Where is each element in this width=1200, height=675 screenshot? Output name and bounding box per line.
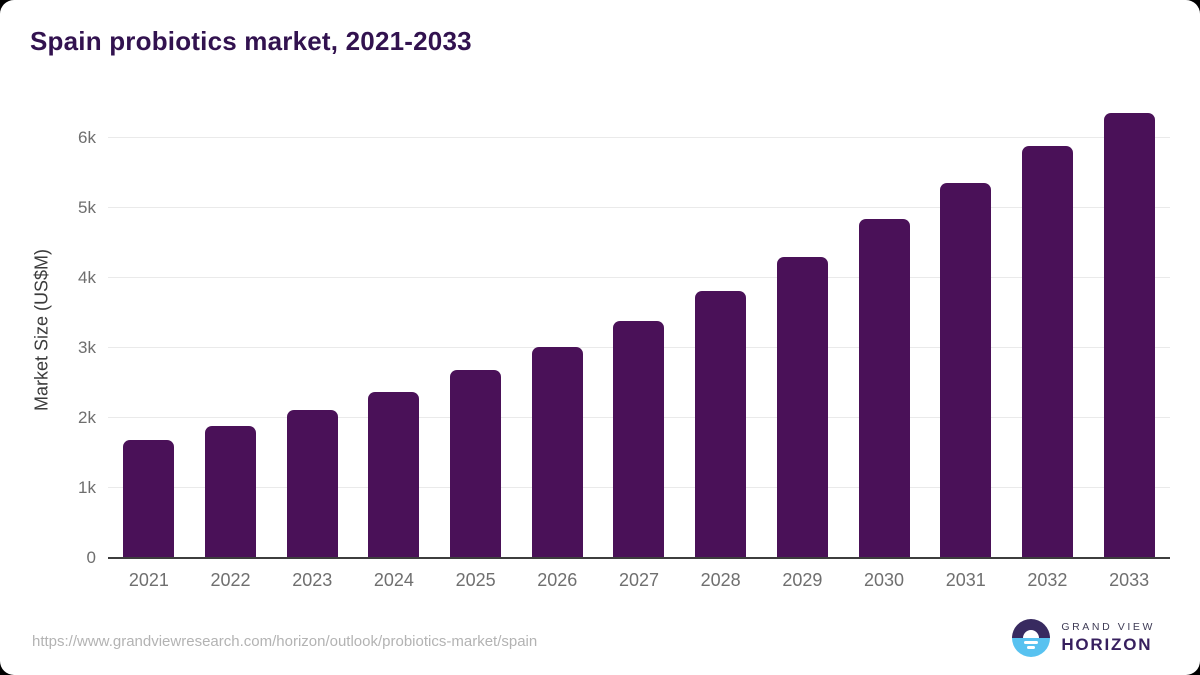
y-tick-6k: 6k (78, 128, 96, 147)
grand-view-horizon-logo: GRAND VIEW HORIZON (1012, 619, 1155, 657)
bar-slot-2030 (843, 100, 925, 558)
x-axis-line (108, 557, 1170, 559)
logo-horizon-label: HORIZON (1061, 635, 1153, 654)
x-tick-2026: 2026 (537, 570, 578, 590)
x-tick-2031: 2031 (945, 570, 986, 590)
bar-2025[interactable] (450, 370, 502, 558)
x-tick-2030: 2030 (864, 570, 905, 590)
sun-icon (1023, 630, 1040, 638)
bar-slot-2033 (1088, 100, 1170, 558)
horizon-logo-icon (1012, 619, 1051, 657)
y-tick-3k: 3k (78, 338, 96, 357)
x-tick-2028: 2028 (700, 570, 741, 590)
y-tick-1k: 1k (78, 478, 96, 497)
bar-2027[interactable] (613, 320, 665, 558)
bar-2029[interactable] (776, 257, 828, 558)
bar-2022[interactable] (205, 426, 257, 558)
x-tick-2032: 2032 (1027, 570, 1068, 590)
bar-2023[interactable] (286, 410, 338, 558)
bar-2031[interactable] (940, 182, 992, 558)
sun-reflection-icon (1024, 641, 1039, 644)
x-tick-2027: 2027 (618, 570, 659, 590)
bar-2028[interactable] (695, 290, 747, 558)
bar-slot-2021 (108, 100, 190, 558)
y-axis-ticks: 0 1k 2k 3k 4k 5k 6k (0, 100, 96, 567)
x-tick-2022: 2022 (210, 570, 251, 590)
plot-area (108, 100, 1170, 559)
bar-slot-2024 (353, 100, 435, 558)
logo-grand-view-label: GRAND VIEW (1061, 621, 1155, 633)
y-tick-0: 0 (86, 548, 96, 567)
x-tick-2025: 2025 (455, 570, 496, 590)
bar-slot-2029 (762, 100, 844, 558)
x-tick-2033: 2033 (1109, 570, 1150, 590)
bar-2033[interactable] (1103, 112, 1155, 558)
bar-2021[interactable] (123, 440, 175, 558)
y-tick-2k: 2k (78, 408, 96, 427)
x-tick-2029: 2029 (782, 570, 823, 590)
chart-title: Spain probiotics market, 2021-2033 (30, 26, 472, 56)
x-tick-2021: 2021 (128, 570, 169, 590)
sun-reflection-icon (1027, 646, 1036, 649)
bar-2032[interactable] (1021, 146, 1073, 558)
bar-slot-2026 (516, 100, 598, 558)
gridline-4k (108, 277, 1170, 278)
x-tick-2023: 2023 (292, 570, 333, 590)
bar-2030[interactable] (858, 219, 910, 558)
bar-slot-2027 (598, 100, 680, 558)
bar-slot-2023 (271, 100, 353, 558)
bar-slot-2022 (190, 100, 272, 558)
source-url: https://www.grandviewresearch.com/horizo… (32, 633, 538, 650)
logo-text: GRAND VIEW HORIZON (1061, 621, 1155, 655)
gridline-6k (108, 137, 1170, 138)
bar-slot-2032 (1007, 100, 1089, 558)
bar-slot-2028 (680, 100, 762, 558)
y-tick-5k: 5k (78, 198, 96, 217)
bar-slot-2025 (435, 100, 517, 558)
x-tick-2024: 2024 (373, 570, 414, 590)
gridline-5k (108, 207, 1170, 208)
bar-2026[interactable] (531, 347, 583, 558)
bar-series (108, 100, 1170, 558)
y-tick-4k: 4k (78, 268, 96, 287)
x-axis-ticks: 2021 2022 2023 2024 2025 2026 2027 2028 2029 2030… (108, 570, 1170, 591)
bar-2024[interactable] (368, 392, 420, 558)
bar-slot-2031 (925, 100, 1007, 558)
